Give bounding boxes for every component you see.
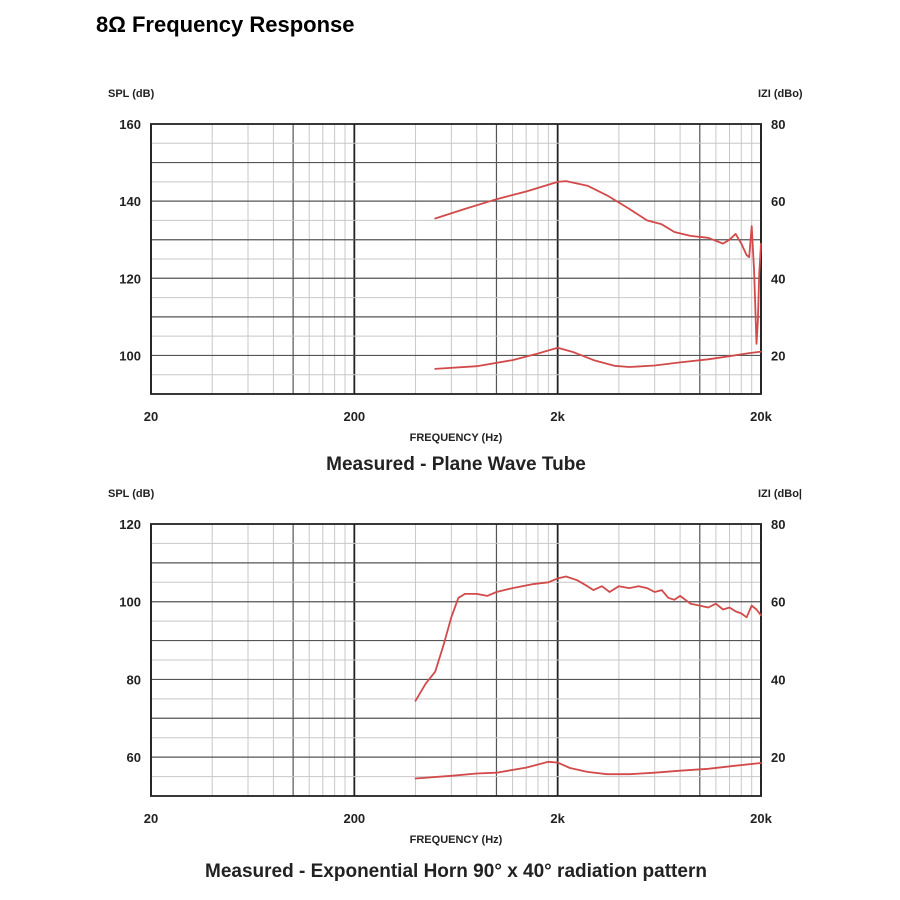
- y2-tick-label: 80: [771, 117, 785, 132]
- y-tick-label: 120: [119, 271, 141, 286]
- x-tick-labels: 20 200 2k 20k: [144, 409, 773, 424]
- grid: [150, 124, 762, 394]
- y2-tick-label: 80: [771, 517, 785, 532]
- y-tick-label: 80: [127, 672, 141, 687]
- x-tick-label: 20k: [750, 409, 772, 424]
- x-tick-label: 20: [144, 811, 158, 826]
- y-tick-labels: 60 80 100 120: [119, 517, 141, 765]
- series-line-spl: [434, 180, 762, 345]
- y2-axis-title: IZI (dBo): [758, 88, 803, 100]
- y-tick-label: 60: [127, 750, 141, 765]
- x-tick-label: 20: [144, 409, 158, 424]
- plot-frame: [150, 523, 762, 797]
- x-tick-label: 2k: [550, 811, 565, 826]
- chart-plane-wave-tube: SPL (dB) IZI (dBo) 100 120 140 160 20 40 60 80…: [108, 88, 803, 475]
- y-tick-label: 120: [119, 517, 141, 532]
- y2-tick-label: 20: [771, 348, 785, 363]
- y-tick-label: 140: [119, 194, 141, 209]
- y-tick-labels: 100 120 140 160: [119, 117, 141, 363]
- y2-axis-title: IZI (dBo|: [758, 488, 802, 500]
- x-axis-title: FREQUENCY (Hz): [410, 834, 503, 846]
- x-tick-label: 2k: [550, 409, 565, 424]
- y-tick-label: 100: [119, 348, 141, 363]
- y2-tick-labels: 20 40 60 80: [771, 117, 785, 363]
- series-layer: [434, 180, 762, 370]
- chart-caption: Measured - Exponential Horn 90° x 40° ra…: [205, 861, 707, 882]
- series-line-impedance: [434, 346, 762, 370]
- x-tick-label: 200: [343, 811, 365, 826]
- y2-tick-labels: 20 40 60 80: [771, 517, 785, 765]
- y2-tick-label: 60: [771, 194, 785, 209]
- series-line-impedance: [414, 760, 762, 780]
- series-layer: [414, 575, 762, 780]
- y-axis-title: SPL (dB): [108, 488, 155, 500]
- grid: [150, 524, 762, 796]
- y-tick-label: 160: [119, 117, 141, 132]
- y2-tick-label: 60: [771, 595, 785, 610]
- y-axis-title: SPL (dB): [108, 88, 155, 100]
- y2-tick-label: 40: [771, 672, 785, 687]
- x-axis-title: FREQUENCY (Hz): [410, 432, 503, 444]
- y2-tick-label: 40: [771, 271, 785, 286]
- series-line-spl: [414, 575, 762, 702]
- x-tick-label: 200: [343, 409, 365, 424]
- x-tick-labels: 20 200 2k 20k: [144, 811, 773, 826]
- y2-tick-label: 20: [771, 750, 785, 765]
- x-tick-label: 20k: [750, 811, 772, 826]
- y-tick-label: 100: [119, 595, 141, 610]
- page-title: 8Ω Frequency Response: [96, 12, 355, 37]
- chart-caption: Measured - Plane Wave Tube: [326, 454, 586, 475]
